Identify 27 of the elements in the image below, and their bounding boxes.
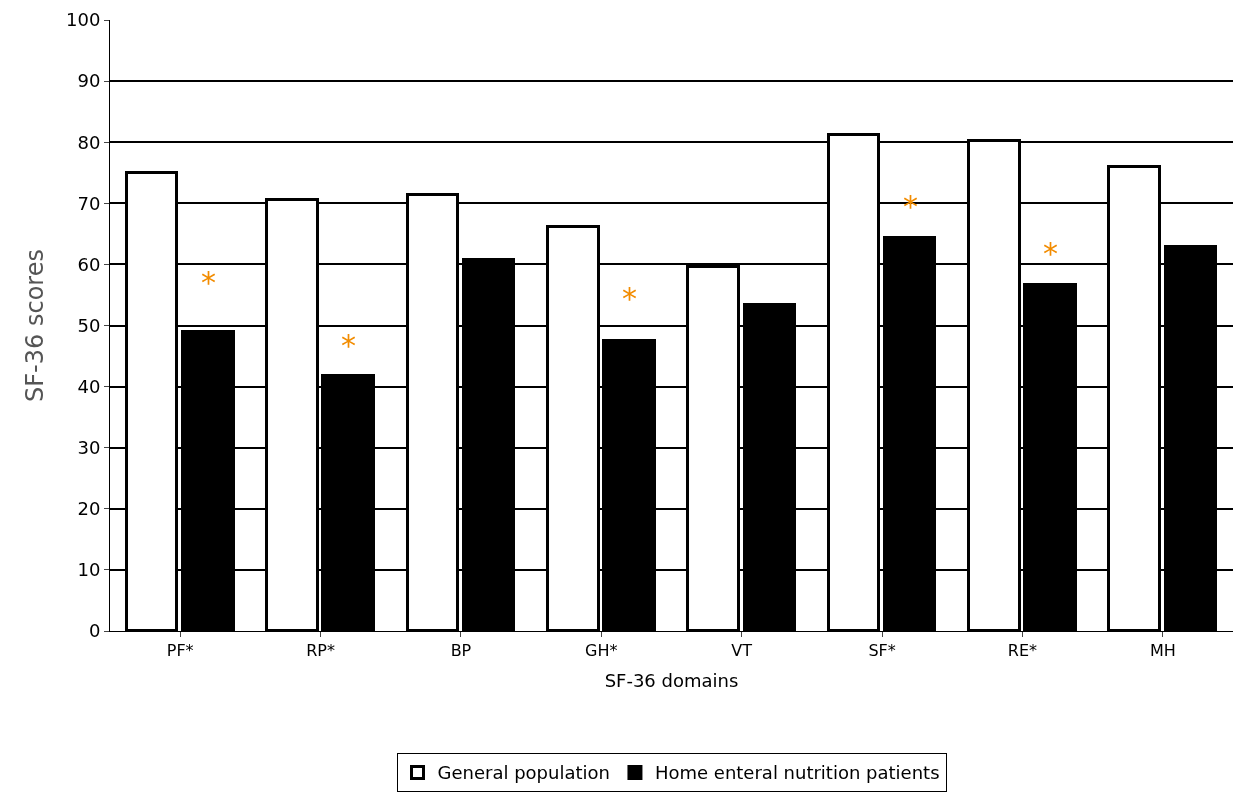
y-tick-label: 30 [77,437,101,458]
y-tick-label: 90 [77,70,101,92]
x-axis-title: SF-36 domains [604,670,739,692]
x-tick-label: PF* [166,641,194,661]
x-tick-label: GH* [585,641,618,661]
y-tick-label: 20 [77,498,101,520]
y-axis-title: SF-36 scores [21,249,50,402]
annotation: * [622,281,637,316]
y-tick-label: 60 [77,253,101,275]
y-tick-label: 100 [66,9,101,31]
legend-label: Home enteral nutrition patients [654,762,940,784]
y-tick-label: 10 [77,559,101,581]
y-tick-label: 70 [77,192,101,214]
legend-label: General population [437,762,610,784]
y-tick-label: 40 [77,375,101,397]
annotation: * [341,328,356,363]
x-tick-label: SF* [868,641,896,661]
x-tick-label: VT [731,641,753,661]
y-tick-label: 80 [77,131,101,153]
y-tick-label: 50 [77,314,101,336]
y-tick-label: 0 [88,620,101,642]
x-tick-label: BP [450,641,472,661]
x-tick-label: MH [1149,641,1176,661]
annotation: * [1043,236,1058,271]
annotation: * [201,265,216,300]
x-tick-label: RE* [1007,641,1038,661]
x-tick-label: RP* [306,641,335,661]
